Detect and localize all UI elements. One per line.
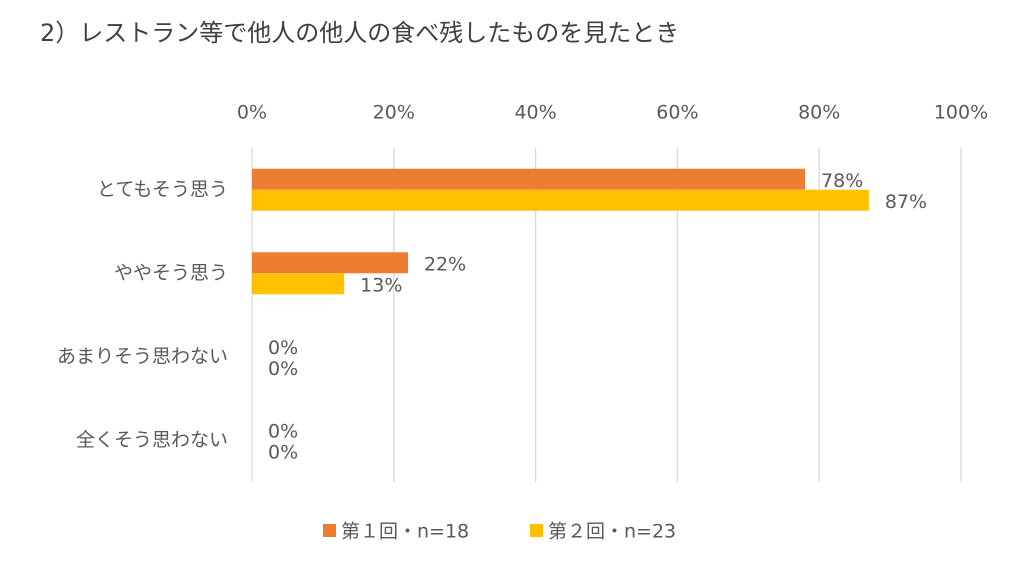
x-tick-label: 40%	[514, 102, 556, 124]
data-label: 0%	[268, 358, 298, 380]
data-label: 0%	[268, 441, 298, 463]
legend-swatch	[323, 524, 336, 537]
y-tick-label: ややそう思う	[114, 262, 228, 284]
y-tick-label: 全くそう思わない	[76, 429, 228, 451]
legend-swatch	[530, 524, 543, 537]
chart-title: 2）レストラン等で他人の他人の食べ残したものを見たとき	[40, 19, 679, 47]
x-tick-label: 20%	[373, 102, 415, 124]
data-label: 78%	[821, 170, 863, 192]
y-tick-label: とてもそう思う	[97, 178, 228, 200]
legend-label: 第１回・n=18	[341, 521, 469, 543]
data-label: 13%	[360, 274, 402, 296]
y-tick-label: あまりそう思わない	[57, 345, 228, 367]
x-tick-label: 80%	[798, 102, 840, 124]
bar	[252, 273, 345, 295]
bar	[252, 252, 408, 274]
bar	[252, 168, 806, 190]
legend-label: 第２回・n=23	[548, 521, 676, 543]
data-label: 87%	[885, 191, 927, 213]
x-tick-label: 100%	[934, 102, 988, 124]
data-label: 22%	[424, 253, 466, 275]
data-label: 0%	[268, 337, 298, 359]
data-label: 0%	[268, 420, 298, 442]
bar	[252, 189, 869, 211]
x-tick-label: 0%	[237, 102, 267, 124]
x-tick-label: 60%	[656, 102, 698, 124]
